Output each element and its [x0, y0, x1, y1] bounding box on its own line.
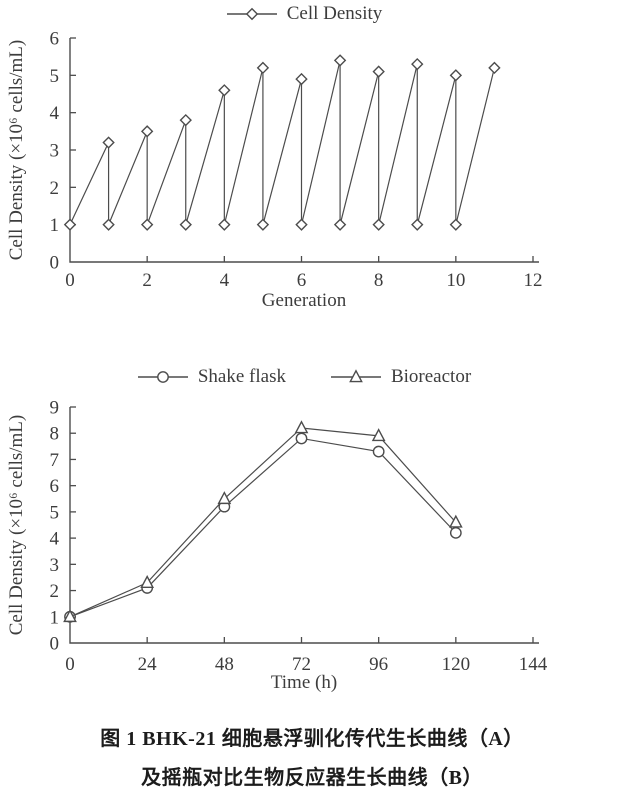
diamond-marker [411, 218, 424, 231]
y-tick-label: 0 [50, 253, 60, 274]
diamond-marker [295, 218, 308, 231]
diamond-marker [63, 218, 77, 231]
y-tick-label: 0 [50, 634, 60, 655]
x-tick-label: 6 [297, 270, 307, 291]
series-line-cell-density [69, 60, 495, 225]
chart-b-legend-item-bioreactor: Bioreactor [330, 366, 471, 388]
diamond-marker [140, 125, 154, 138]
circle-marker [372, 445, 385, 458]
y-tick-label: 6 [50, 29, 60, 50]
chart-b-legend-label-shake-flask: Shake flask [197, 366, 286, 387]
triangle-marker [140, 574, 155, 588]
chart-a-legend-label: Cell Density [286, 3, 383, 24]
x-tick-label: 10 [446, 270, 465, 291]
chart-a-y-axis-title: Cell Density (×10⁶ cells/mL) [6, 39, 27, 261]
x-tick-label: 2 [142, 270, 152, 291]
chart-b-x-axis-title: Time (h) [270, 672, 338, 693]
triangle-marker [63, 609, 77, 623]
x-tick-label: 24 [138, 654, 158, 675]
diamond-marker [333, 218, 347, 231]
diamond-marker [102, 218, 115, 231]
y-tick-label: 3 [50, 141, 60, 162]
x-tick-label: 48 [215, 654, 234, 675]
circle-marker [295, 432, 308, 445]
chart-a-legend: Cell Density [0, 3, 608, 25]
shake-flask-circle-icon [137, 371, 188, 383]
y-tick-label: 6 [50, 476, 60, 497]
chart-a-legend-item-cell-density: Cell Density [226, 3, 383, 25]
diamond-marker [218, 84, 231, 97]
caption-line-1: 图 1 BHK-21 细胞悬浮驯化传代生长曲线（A） [100, 728, 524, 750]
chart-b-plot: 0 24 48 72 96 120 144 0 1 2 3 4 5 6 7 8 9 [50, 398, 548, 676]
diamond-marker [411, 57, 424, 71]
x-tick-label: 0 [65, 270, 75, 291]
circle-marker [156, 371, 169, 383]
diamond-marker [449, 218, 463, 231]
diamond-marker [488, 61, 501, 75]
chart-a-x-axis-title: Generation [261, 290, 347, 311]
x-tick-label: 120 [442, 654, 471, 675]
x-tick-label: 0 [65, 654, 75, 675]
x-tick-label: 4 [220, 270, 230, 291]
caption-line-2: 及摇瓶对比生物反应器生长曲线（B） [141, 767, 483, 789]
diamond-marker [140, 218, 154, 231]
y-tick-label: 3 [50, 555, 60, 576]
x-tick-label: 8 [374, 270, 384, 291]
diamond-marker [295, 72, 308, 86]
x-tick-label: 12 [524, 270, 543, 291]
diamond-marker [256, 61, 270, 75]
axes [69, 38, 539, 263]
y-tick-label: 4 [50, 529, 60, 550]
x-tick-label: 144 [519, 654, 548, 675]
diamond-marker [372, 65, 385, 78]
chart-b-legend: Shake flask Bioreactor [0, 366, 608, 388]
triangle-marker [294, 420, 309, 434]
diamond-marker [179, 113, 192, 127]
x-tick-label: 72 [292, 654, 311, 675]
triangle-marker [217, 491, 232, 505]
bioreactor-triangle-icon [330, 369, 381, 383]
y-tick-label: 2 [50, 178, 60, 199]
diamond-marker [245, 7, 258, 21]
y-tick-label: 5 [50, 502, 60, 523]
diamond-marker [102, 136, 115, 149]
y-tick-label: 4 [50, 103, 60, 124]
x-tick-label: 96 [369, 654, 388, 675]
series-line-bioreactor [69, 427, 457, 618]
chart-b-y-axis-title: Cell Density (×10⁶ cells/mL) [6, 414, 27, 636]
chart-b-legend-label-bioreactor: Bioreactor [390, 366, 472, 387]
y-tick-label: 1 [50, 215, 60, 236]
diamond-marker [372, 218, 385, 231]
triangle-marker [349, 369, 363, 383]
diamond-marker [256, 218, 270, 231]
diamond-marker [218, 218, 231, 231]
y-tick-label: 8 [50, 424, 60, 445]
triangle-marker [371, 428, 386, 442]
diamond-marker [449, 69, 463, 82]
y-tick-label: 5 [50, 66, 60, 87]
circle-marker [449, 526, 462, 539]
y-tick-label: 1 [50, 607, 60, 628]
figure-caption: 图 1 BHK-21 细胞悬浮驯化传代生长曲线（A） 及摇瓶对比生物反应器生长曲… [0, 712, 624, 789]
chart-b-legend-item-shake-flask: Shake flask [137, 366, 286, 388]
y-tick-label: 7 [50, 450, 60, 471]
triangle-marker [448, 514, 463, 528]
y-tick-label: 2 [50, 581, 60, 602]
diamond-marker [333, 54, 347, 67]
y-tick-label: 9 [50, 398, 60, 419]
diamond-marker [179, 218, 192, 231]
cell-density-diamond-icon [226, 7, 277, 21]
series-line-shake-flask [69, 437, 457, 618]
